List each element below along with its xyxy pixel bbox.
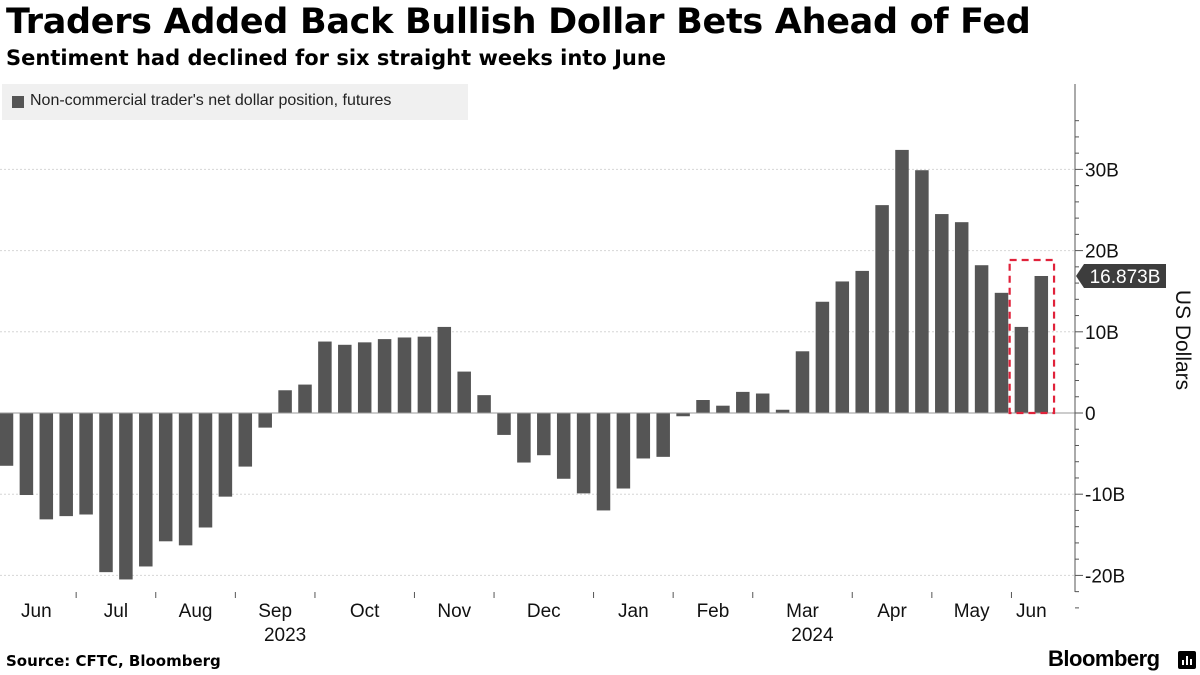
y-tick-label: 30B — [1085, 160, 1119, 181]
y-tick-label: -10B — [1085, 485, 1125, 506]
bar — [954, 222, 969, 413]
chart-title: Traders Added Back Bullish Dollar Bets A… — [6, 2, 1031, 42]
bar — [596, 413, 611, 511]
bar — [835, 281, 850, 413]
bar — [775, 409, 790, 413]
bar — [795, 351, 810, 413]
bar — [556, 413, 571, 479]
y-axis-label: US Dollars — [1171, 290, 1194, 390]
x-month-label: Nov — [437, 601, 471, 622]
bar — [736, 391, 750, 413]
y-tick-label: -20B — [1085, 566, 1125, 587]
x-month-label: Dec — [527, 601, 561, 622]
bar — [417, 336, 432, 413]
bloomberg-logo: Bloomberg — [1048, 646, 1160, 671]
x-month-label: Feb — [697, 601, 730, 622]
bar — [656, 413, 670, 457]
chart-subtitle: Sentiment had declined for six straight … — [6, 46, 667, 70]
x-month-label: Oct — [350, 601, 380, 622]
bar — [298, 384, 312, 413]
bar — [198, 413, 213, 528]
bar — [517, 413, 531, 463]
bar — [676, 413, 690, 417]
bar — [915, 170, 929, 413]
x-year-label: 2023 — [264, 625, 306, 646]
x-month-label: Mar — [786, 601, 819, 622]
bar — [377, 339, 392, 413]
bar — [437, 326, 452, 413]
bar — [318, 341, 332, 413]
x-month-label: Jun — [1016, 601, 1047, 622]
bar — [855, 270, 869, 413]
x-month-label: Jun — [21, 601, 52, 622]
bar — [158, 413, 173, 542]
bar — [457, 371, 471, 413]
bar — [139, 413, 153, 567]
bar — [397, 337, 412, 413]
latest-value-callout: 16.873B — [1076, 263, 1166, 288]
bar — [99, 413, 113, 573]
highlight-box — [1008, 258, 1056, 415]
x-month-label: May — [954, 601, 990, 622]
bar — [994, 292, 1009, 413]
bar — [616, 413, 631, 489]
x-month-label: Jan — [618, 601, 649, 622]
bar — [39, 413, 54, 520]
bar — [258, 413, 272, 428]
x-month-label: Sep — [258, 601, 292, 622]
bar — [79, 413, 93, 515]
x-month-label: Apr — [877, 601, 907, 622]
bar — [875, 205, 889, 413]
x-year-label: 2024 — [791, 625, 834, 646]
bar — [19, 413, 34, 496]
bar — [1014, 326, 1029, 413]
source-note: Source: CFTC, Bloomberg — [6, 652, 221, 670]
bar — [477, 395, 491, 413]
bar — [278, 390, 292, 413]
bar — [895, 149, 909, 414]
bar — [218, 413, 233, 497]
bar — [696, 400, 710, 413]
bar — [59, 413, 73, 517]
latest-value-tag — [1076, 263, 1166, 288]
bar — [716, 405, 730, 413]
bar — [119, 413, 133, 580]
y-tick-label: 20B — [1085, 242, 1119, 263]
x-month-label: Jul — [104, 601, 128, 622]
bar — [0, 413, 14, 466]
bar — [497, 413, 511, 435]
y-tick-label: 0 — [1085, 404, 1096, 425]
bar — [935, 214, 949, 413]
bar — [357, 342, 372, 413]
bar — [755, 393, 770, 413]
bar — [537, 413, 551, 456]
latest-value-label: 16.873B — [1090, 267, 1161, 288]
legend-swatch — [12, 96, 24, 108]
bar — [636, 413, 651, 459]
x-month-label: Aug — [179, 601, 213, 622]
bar — [1034, 275, 1049, 413]
legend-label: Non-commercial trader's net dollar posit… — [30, 92, 392, 109]
bar — [815, 301, 830, 413]
bar — [576, 413, 591, 494]
bar — [338, 344, 352, 413]
bar — [238, 413, 253, 467]
y-tick-label: 10B — [1085, 323, 1119, 344]
legend: Non-commercial trader's net dollar posit… — [2, 84, 468, 120]
bar — [974, 265, 989, 413]
bloomberg-chart-icon — [1178, 651, 1196, 669]
bar — [178, 413, 193, 546]
